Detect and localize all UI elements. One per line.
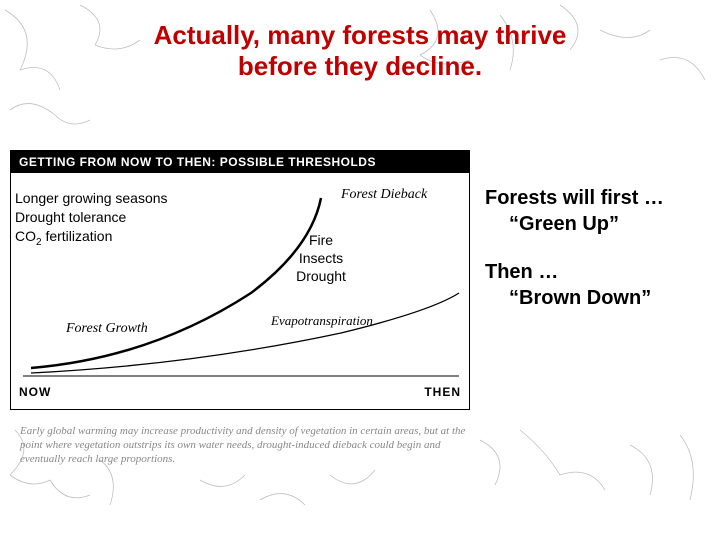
threshold-diagram: GETTING FROM NOW TO THEN: POSSIBLE THRES… (10, 150, 470, 410)
factor-item: Drought tolerance (15, 208, 168, 227)
forest-dieback-label: Forest Dieback (341, 187, 427, 203)
xaxis-then-label: THEN (424, 385, 461, 399)
summary-line: “Green Up” (485, 211, 715, 237)
evapotranspiration-label: Evapotranspiration (271, 313, 373, 329)
disturbance-factors-list: Fire Insects Drought (281, 231, 361, 286)
factor-item: CO2 fertilization (15, 227, 168, 249)
title-line-1: Actually, many forests may thrive (154, 20, 567, 50)
forest-growth-label: Forest Growth (66, 321, 148, 337)
factor-item: Longer growing seasons (15, 189, 168, 208)
factor-item: Insects (281, 249, 361, 267)
summary-text: Forests will first … “Green Up” Then … “… (485, 185, 715, 311)
diagram-caption: Early global warming may increase produc… (20, 425, 470, 466)
factor-item: Fire (281, 231, 361, 249)
title-line-2: before they decline. (238, 51, 482, 81)
positive-factors-list: Longer growing seasons Drought tolerance… (15, 189, 168, 249)
factor-item: Drought (281, 267, 361, 285)
slide-title: Actually, many forests may thrive before… (0, 20, 720, 82)
xaxis-now-label: NOW (19, 385, 51, 399)
summary-line: Then … (485, 259, 715, 285)
summary-line: Forests will first … (485, 185, 715, 211)
diagram-banner: GETTING FROM NOW TO THEN: POSSIBLE THRES… (11, 151, 469, 173)
summary-line: “Brown Down” (485, 285, 715, 311)
